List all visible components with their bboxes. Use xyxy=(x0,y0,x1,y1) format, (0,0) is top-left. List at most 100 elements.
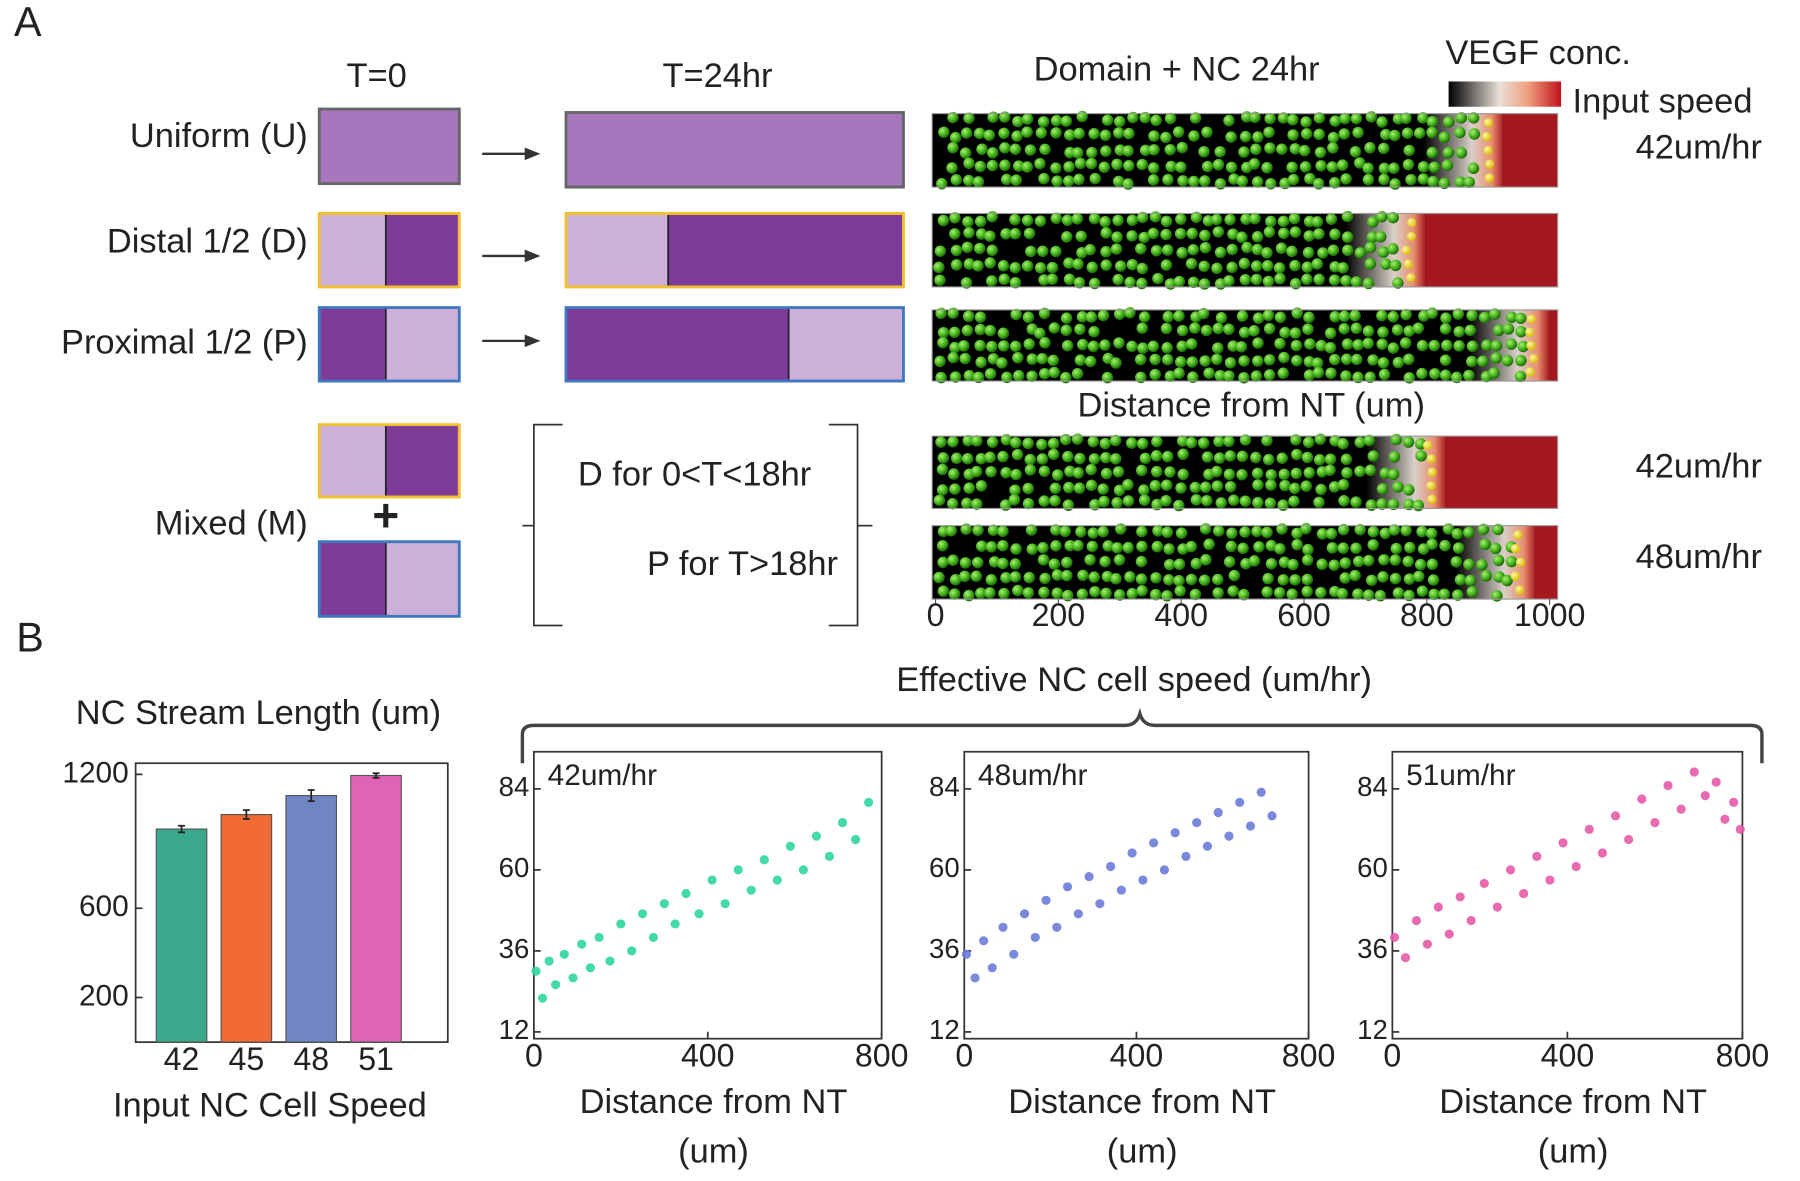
nc-cell xyxy=(1139,452,1152,465)
nc-cell xyxy=(1340,173,1352,185)
x-tick-label: 600 xyxy=(1277,597,1331,633)
y-tick-label: 84 xyxy=(929,771,960,802)
nc-cell xyxy=(963,258,976,270)
row-label: Distal 1/2 (D) xyxy=(107,222,308,260)
nc-cell xyxy=(1316,558,1328,571)
nc-cell xyxy=(1379,467,1392,480)
scatter-point xyxy=(1041,895,1051,905)
nc-cell xyxy=(1515,312,1527,325)
nc-cell xyxy=(1279,326,1291,339)
nc-cell xyxy=(1050,114,1063,127)
nc-cell xyxy=(1465,355,1478,368)
nc-cell xyxy=(1038,465,1051,477)
nc-cell xyxy=(1100,451,1112,464)
nc-cell xyxy=(1061,231,1073,243)
plus: + xyxy=(372,489,399,541)
nc-cell xyxy=(1236,310,1249,322)
nc-cell xyxy=(1023,227,1036,240)
nc-cell xyxy=(1173,310,1185,322)
nc-cell xyxy=(1426,146,1439,159)
nc-cell xyxy=(1025,245,1037,258)
domain-box-left xyxy=(319,424,386,497)
nc-cell xyxy=(972,176,985,188)
nc-cell xyxy=(1252,496,1264,509)
nc-cell xyxy=(937,585,950,597)
nc-cell xyxy=(1059,525,1072,538)
nc-cell xyxy=(1199,175,1211,187)
nc-cell xyxy=(1188,130,1200,142)
nc-cell xyxy=(1417,112,1429,124)
nc-cell xyxy=(1287,558,1299,571)
bar xyxy=(285,795,338,1043)
nc-cell xyxy=(1324,464,1336,476)
nc-cell xyxy=(1161,244,1174,256)
nc-cell xyxy=(974,339,986,352)
nc-cell xyxy=(1439,323,1452,335)
nc-cell xyxy=(1478,311,1491,324)
nc-cell xyxy=(1135,371,1147,384)
nc-cell xyxy=(1111,542,1124,554)
nc-cell xyxy=(1071,433,1084,445)
scatter-point xyxy=(979,936,989,946)
scatter-point xyxy=(1159,865,1169,875)
axis-label: (um) xyxy=(1538,1133,1609,1171)
nc-cell xyxy=(1340,370,1352,382)
nc-cell xyxy=(1248,158,1261,170)
nc-cell xyxy=(1050,212,1063,225)
nc-cell xyxy=(934,355,946,368)
nc-cell xyxy=(1404,541,1416,554)
nc-cell xyxy=(1175,213,1187,225)
nc-cell xyxy=(974,215,987,228)
scatter-point xyxy=(1019,909,1030,919)
nc-cell xyxy=(950,259,963,271)
nc-cell xyxy=(1063,161,1075,173)
nc-cell xyxy=(1034,157,1046,170)
nc-cell xyxy=(1301,451,1314,464)
nc-cell xyxy=(1399,337,1412,349)
nc-cell xyxy=(1362,162,1374,174)
nc-cell xyxy=(1203,367,1215,379)
nc-cell xyxy=(1454,126,1466,139)
nc-cell xyxy=(1273,262,1286,274)
nc-cell xyxy=(997,327,1010,340)
nc-cell xyxy=(1199,355,1211,367)
nc-cell xyxy=(1291,538,1303,551)
y-tick-label: 36 xyxy=(1357,933,1388,964)
nc-cell xyxy=(1328,481,1341,493)
nc-cell xyxy=(1138,484,1150,496)
nc-cell xyxy=(1212,322,1225,335)
nc-cell xyxy=(1250,260,1263,272)
nc-cell xyxy=(1136,322,1149,334)
nc-cell xyxy=(1173,574,1185,587)
scatter-point xyxy=(1106,861,1116,872)
nc-cell xyxy=(1329,311,1341,323)
scatter-point xyxy=(1637,794,1647,804)
scatter-point xyxy=(1519,888,1529,899)
nc-cell xyxy=(1022,497,1035,510)
nc-cell xyxy=(1160,322,1173,335)
nc-cell xyxy=(1302,323,1314,335)
nc-cell xyxy=(1328,559,1340,571)
leader-cell xyxy=(1525,327,1535,337)
nc-cell xyxy=(1350,322,1363,335)
nc-cell xyxy=(1122,145,1134,157)
nc-cell xyxy=(1199,241,1212,254)
nc-cell xyxy=(1176,435,1189,447)
nc-cell xyxy=(1274,543,1286,555)
scatter-point xyxy=(551,980,561,990)
nc-cell xyxy=(1009,558,1022,570)
nc-cell xyxy=(1312,366,1325,379)
nc-cell xyxy=(1102,540,1114,552)
nc-cell xyxy=(1488,367,1500,379)
nc-cell xyxy=(1115,523,1127,535)
nc-cell xyxy=(1415,450,1427,462)
nc-cell xyxy=(1251,525,1263,538)
nc-cell xyxy=(1352,588,1364,600)
nc-cell xyxy=(1061,214,1074,226)
vegf-region xyxy=(1549,309,1558,382)
nc-cell xyxy=(963,112,975,124)
nc-cell xyxy=(1173,367,1185,379)
nc-cell xyxy=(1287,114,1299,126)
x-tick-label: 200 xyxy=(1032,597,1086,633)
nc-cell xyxy=(1088,128,1100,140)
